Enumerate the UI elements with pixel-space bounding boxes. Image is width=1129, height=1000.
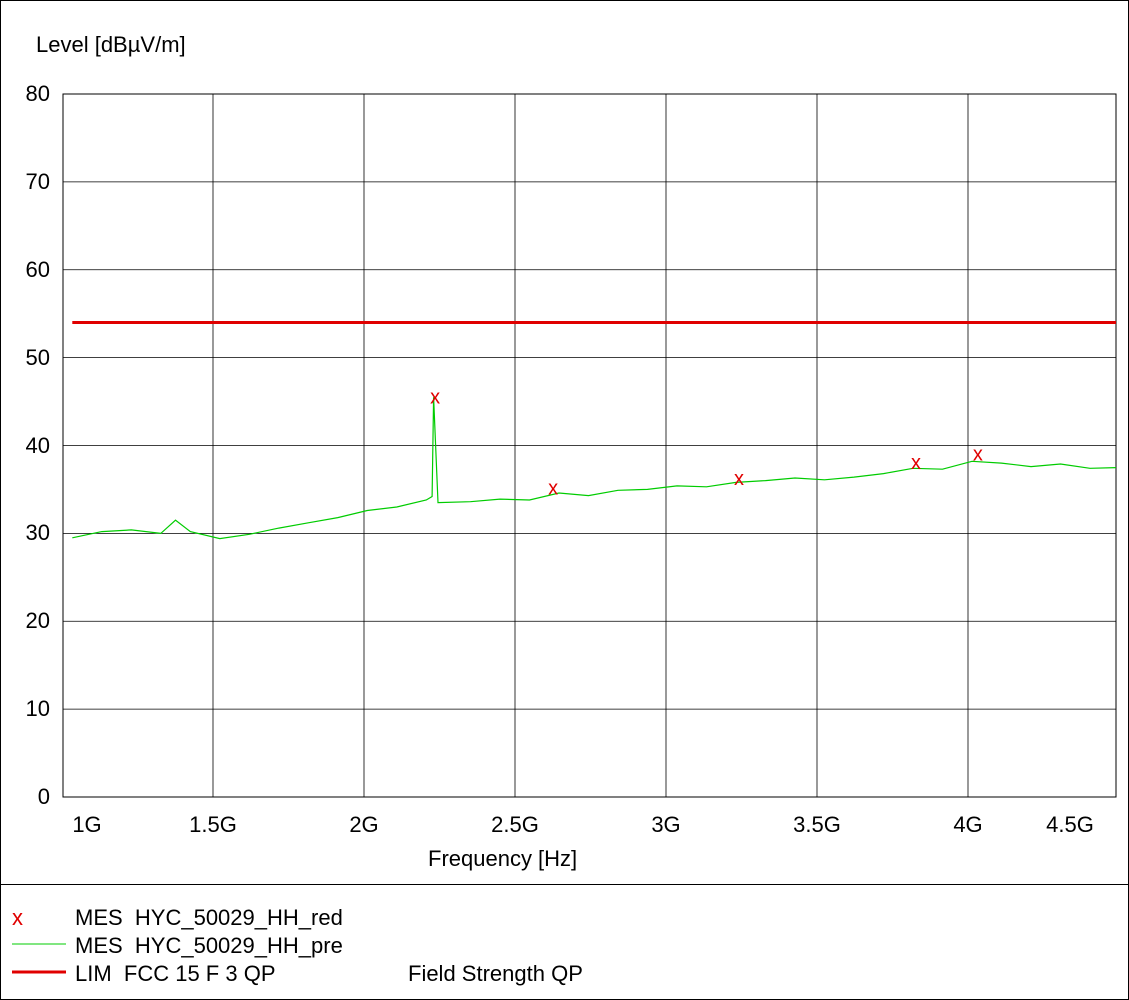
measurement-marker: x xyxy=(734,468,744,490)
y-tick-label: 40 xyxy=(25,432,50,458)
x-tick-label: 3.5G xyxy=(793,812,841,837)
x-tick-label: 1.5G xyxy=(189,812,237,837)
legend-limit-description: Field Strength QP xyxy=(408,961,583,986)
series-pre-line xyxy=(72,397,1116,540)
y-tick-label: 20 xyxy=(25,608,50,634)
measurement-marker: x xyxy=(911,452,921,474)
legend-label-limit: LIM FCC 15 F 3 QP xyxy=(75,961,276,986)
y-axis-label: Level [dBµV/m] xyxy=(36,32,186,57)
y-tick-label: 10 xyxy=(25,696,50,722)
x-tick-label: 4.5G xyxy=(1046,812,1094,837)
x-tick-label: 2.5G xyxy=(491,812,539,837)
x-tick-label: 4G xyxy=(953,812,983,837)
measurement-marker: x xyxy=(430,386,440,408)
legend-label-red: MES HYC_50029_HH_red xyxy=(75,905,343,930)
y-tick-label: 0 xyxy=(37,784,50,809)
plot-border xyxy=(62,93,1117,798)
y-tick-label: 30 xyxy=(25,520,50,546)
x-tick-label: 3G xyxy=(651,812,681,837)
measurement-marker: x xyxy=(973,443,983,465)
y-tick-label: 50 xyxy=(25,344,50,370)
legend-marker-x: x xyxy=(12,905,23,930)
y-tick-label: 80 xyxy=(25,81,50,106)
x-tick-label: 2G xyxy=(349,812,379,837)
legend-label-pre: MES HYC_50029_HH_pre xyxy=(75,933,343,958)
measurement-marker: x xyxy=(548,478,558,500)
x-tick-label: 1G xyxy=(72,812,102,837)
legend-separator xyxy=(0,884,1129,885)
y-tick-label: 70 xyxy=(25,168,50,194)
y-tick-label: 60 xyxy=(25,256,50,282)
x-axis-label: Frequency [Hz] xyxy=(428,846,578,871)
